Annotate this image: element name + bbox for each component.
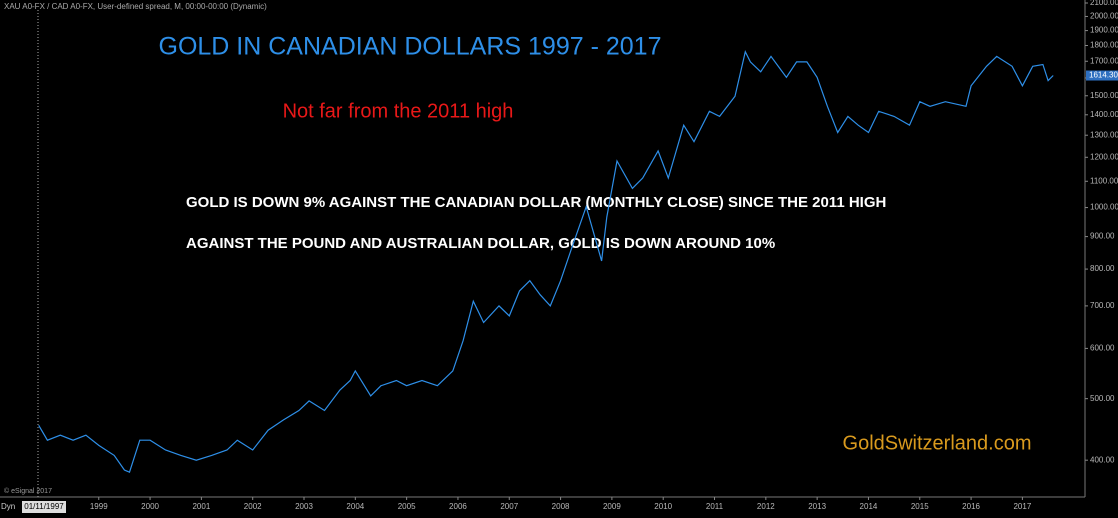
x-tick-label: 2017 [1013,502,1031,511]
x-tick-label: 2004 [346,502,364,511]
y-tick-label: 800.00 [1090,264,1115,273]
x-tick-label: 2000 [141,502,159,511]
annotation: GOLD IS DOWN 9% AGAINST THE CANADIAN DOL… [186,194,886,211]
y-tick-label: 500.00 [1090,394,1115,403]
y-tick-label: 400.00 [1090,455,1115,464]
x-tick-label: 2015 [911,502,929,511]
y-tick-label: 2100.00 [1090,0,1118,7]
x-tick-label: 2008 [552,502,570,511]
x-tick-label: 2014 [860,502,878,511]
x-tick-label: 2006 [449,502,467,511]
watermark: GoldSwitzerland.com [843,432,1032,454]
copyright: © eSignal 2017 [4,487,52,495]
current-price-label: 1614.30 [1089,71,1118,80]
y-tick-label: 1500.00 [1090,91,1118,100]
y-tick-label: 1000.00 [1090,203,1118,212]
y-tick-label: 1300.00 [1090,130,1118,139]
x-tick-label: 2016 [962,502,980,511]
subtitle: Not far from the 2011 high [283,100,514,122]
y-tick-label: 600.00 [1090,344,1115,353]
x-tick-label: 1999 [90,502,108,511]
y-tick-label: 1200.00 [1090,152,1118,161]
cursor-date: 01/11/1997 [24,502,64,511]
x-tick-label: 2005 [398,502,416,511]
x-tick-label: 2003 [295,502,313,511]
annotation: AGAINST THE POUND AND AUSTRALIAN DOLLAR,… [186,235,775,252]
chart-title: GOLD IN CANADIAN DOLLARS 1997 - 2017 [159,33,662,61]
x-tick-label: 2002 [244,502,262,511]
y-tick-label: 2000.00 [1090,12,1118,21]
y-tick-label: 1800.00 [1090,41,1118,50]
x-tick-label: 2013 [808,502,826,511]
y-tick-label: 1900.00 [1090,26,1118,35]
y-tick-label: 1100.00 [1090,176,1118,185]
y-tick-label: 1700.00 [1090,56,1118,65]
y-tick-label: 1400.00 [1090,110,1118,119]
interval-label: Dyn [1,502,15,511]
price-line [38,49,1054,474]
y-tick-label: 700.00 [1090,301,1115,310]
header: XAU A0-FX / CAD A0-FX, User-defined spre… [4,2,267,11]
x-tick-label: 2007 [500,502,518,511]
x-tick-label: 2009 [603,502,621,511]
y-tick-label: 900.00 [1090,232,1115,241]
x-tick-label: 2012 [757,502,775,511]
x-tick-label: 2001 [192,502,210,511]
x-tick-label: 2011 [706,502,724,511]
x-tick-label: 2010 [654,502,672,511]
current-price-box [1086,70,1118,81]
cursor-date-box [22,501,66,513]
